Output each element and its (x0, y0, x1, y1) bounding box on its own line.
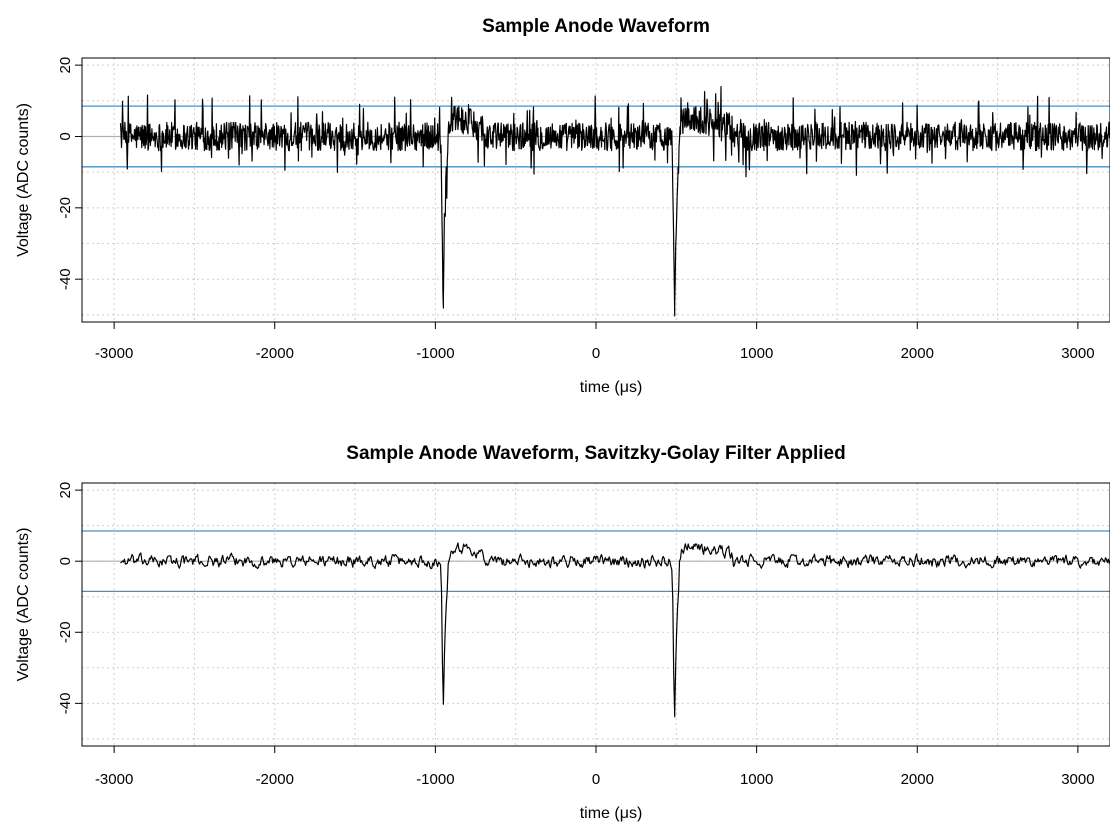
x-tick-label: 2000 (901, 345, 934, 362)
y-tick-label: -40 (57, 693, 74, 715)
y-tick-label: -20 (57, 197, 74, 219)
top-chart-panel: Sample Anode Waveform -3000 -2000 -1000 0 100… (15, 16, 1110, 396)
y-tick-label: 0 (57, 132, 74, 140)
x-tick-label: -3000 (95, 771, 133, 788)
y-axis-label: Voltage (ADC counts) (15, 528, 32, 682)
y-tick-label: 20 (57, 482, 74, 499)
y-tick-label: -20 (57, 621, 74, 643)
x-tick-label: -2000 (256, 345, 294, 362)
x-tick-label: 0 (592, 345, 600, 362)
y-tick-label: 20 (57, 57, 74, 74)
y-tick-label: -40 (57, 268, 74, 290)
x-axis-label: time (μs) (580, 805, 643, 822)
grid (82, 58, 1110, 322)
x-tick-label: 1000 (740, 345, 773, 362)
x-tick-label: -1000 (416, 345, 454, 362)
x-tick-label: 3000 (1061, 771, 1094, 788)
x-tick-label: 3000 (1061, 345, 1094, 362)
chart-title: Sample Anode Waveform (482, 16, 710, 37)
waveform-line (119, 86, 1110, 317)
x-tick-label: 1000 (740, 771, 773, 788)
x-tick-label: -3000 (95, 345, 133, 362)
x-tick-label: -1000 (416, 771, 454, 788)
y-tick-label: 0 (57, 557, 74, 565)
x-tick-label: -2000 (256, 771, 294, 788)
x-axis-label: time (μs) (580, 379, 643, 396)
chart-title: Sample Anode Waveform, Savitzky-Golay Fi… (346, 443, 845, 464)
grid (82, 483, 1110, 746)
x-tick-label: 2000 (901, 771, 934, 788)
x-tick-label: 0 (592, 771, 600, 788)
bottom-chart-panel: Sample Anode Waveform, Savitzky-Golay Fi… (15, 443, 1110, 822)
waveform-line (120, 542, 1110, 718)
y-axis-label: Voltage (ADC counts) (15, 103, 32, 257)
